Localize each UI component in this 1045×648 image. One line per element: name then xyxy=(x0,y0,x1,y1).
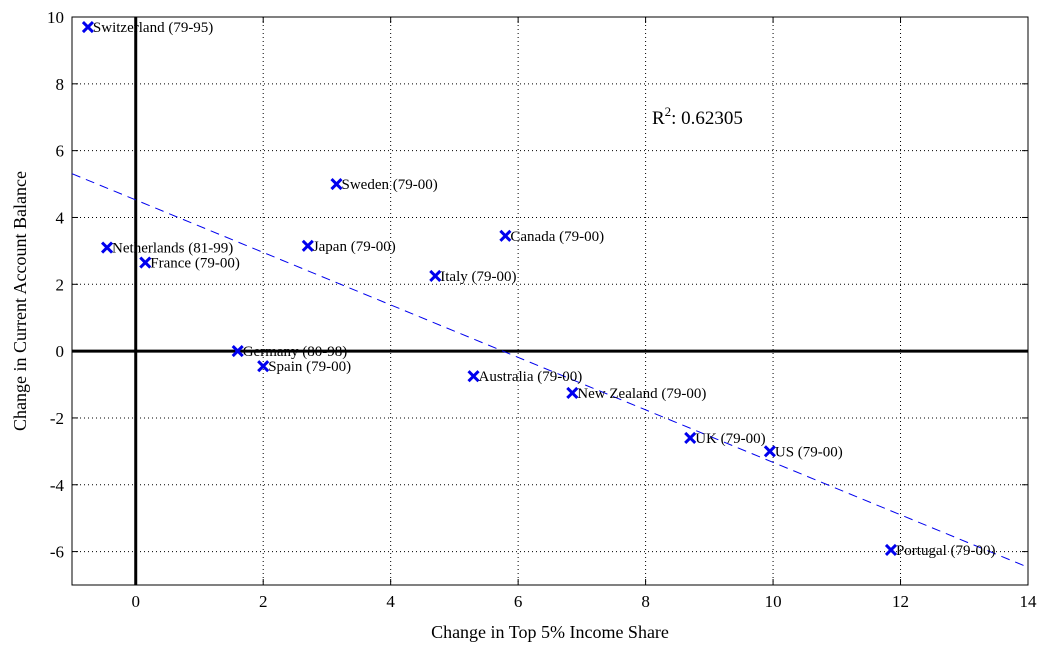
point-label: Portugal (79-00) xyxy=(896,543,996,559)
r-squared-annotation: R2: 0.62305 xyxy=(652,104,743,129)
data-point: Italy (79-00) xyxy=(429,269,517,285)
point-label: Spain (79-00) xyxy=(268,359,351,375)
data-point: New Zealand (79-00) xyxy=(566,386,706,402)
data-point: Netherlands (81-99) xyxy=(100,241,233,257)
point-marker xyxy=(499,229,512,242)
point-marker xyxy=(81,20,94,34)
point-label: Japan (79-00) xyxy=(313,239,396,255)
y-tick-label: 0 xyxy=(56,342,65,361)
data-point: Portugal (79-00) xyxy=(884,543,996,559)
data-point: Germany (80-98) xyxy=(231,344,348,360)
point-marker xyxy=(467,370,480,383)
point-label: Switzerland (79-95) xyxy=(93,20,213,36)
y-tick-label: -4 xyxy=(50,476,65,495)
point-marker xyxy=(257,360,270,373)
x-axis-title: Change in Top 5% Income Share xyxy=(431,622,669,642)
point-marker xyxy=(884,543,898,556)
point-marker xyxy=(684,431,697,445)
y-tick-label: -2 xyxy=(50,409,64,428)
point-label: Sweden (79-00) xyxy=(341,177,437,193)
point-label: Italy (79-00) xyxy=(440,269,516,285)
point-marker xyxy=(330,177,343,191)
point-label: Germany (80-98) xyxy=(243,344,348,360)
data-point: France (79-00) xyxy=(139,256,240,272)
y-tick-label: 8 xyxy=(56,75,65,94)
point-marker xyxy=(100,241,114,254)
x-tick-label: 8 xyxy=(641,592,650,611)
point-marker xyxy=(231,345,244,358)
data-point: UK (79-00) xyxy=(684,431,766,447)
regression-fit-line xyxy=(71,173,1029,568)
x-tick-label: 0 xyxy=(131,592,140,611)
y-tick-label: 10 xyxy=(47,8,64,27)
plot-area-frame xyxy=(71,16,1029,586)
axis-ticks: 0 2 4 6 8 10 12 14 -6 -4 -2 0 2 4 6 8 10 xyxy=(47,8,1037,611)
data-points: Switzerland (79-95) Netherlands (81-99)Fr… xyxy=(81,20,996,559)
point-marker xyxy=(763,445,776,458)
data-point: Sweden (79-00) xyxy=(330,177,438,193)
point-marker xyxy=(429,269,442,283)
data-point: US (79-00) xyxy=(763,444,843,460)
data-point: Switzerland (79-95) xyxy=(81,20,213,36)
data-point: Spain (79-00) xyxy=(257,359,351,375)
x-tick-label: 6 xyxy=(514,592,523,611)
x-tick-label: 4 xyxy=(386,592,395,611)
point-label: Netherlands (81-99) xyxy=(112,241,233,257)
point-label: Canada (79-00) xyxy=(510,229,604,245)
data-point: Australia (79-00) xyxy=(467,369,583,385)
point-label: Australia (79-00) xyxy=(479,369,583,385)
y-tick-label: 4 xyxy=(56,208,65,227)
y-tick-label: 6 xyxy=(56,142,65,161)
y-tick-label: 2 xyxy=(56,275,65,294)
point-marker xyxy=(566,386,579,399)
x-tick-label: 12 xyxy=(892,592,909,611)
zero-axis-lines xyxy=(72,17,1028,585)
point-label: France (79-00) xyxy=(150,256,240,272)
y-tick-label: -6 xyxy=(50,543,64,562)
y-axis-title: Change in Current Account Balance xyxy=(10,171,30,431)
data-point: Canada (79-00) xyxy=(499,229,604,245)
x-tick-label: 14 xyxy=(1020,592,1038,611)
point-marker xyxy=(139,256,152,269)
trend-line xyxy=(71,173,1029,568)
x-tick-label: 10 xyxy=(765,592,782,611)
point-label: US (79-00) xyxy=(775,444,843,460)
data-point: Japan (79-00) xyxy=(301,239,396,255)
point-label: UK (79-00) xyxy=(695,431,765,447)
x-tick-label: 2 xyxy=(259,592,268,611)
point-marker xyxy=(301,239,314,252)
point-label: New Zealand (79-00) xyxy=(577,386,706,402)
